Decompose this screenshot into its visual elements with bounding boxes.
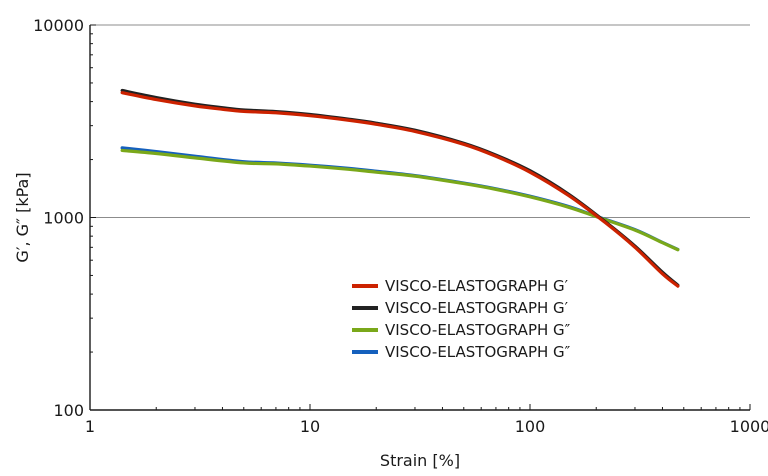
y-tick-label-10000: 10000 xyxy=(33,16,84,35)
tick-labels: 1 10 100 1000 100 1000 10000 xyxy=(33,16,768,436)
y-axis-title: G′, G″ [kPa] xyxy=(13,172,32,262)
series-line-2 xyxy=(120,88,680,287)
x-tick-label-1000: 1000 xyxy=(730,417,768,436)
x-tick-label-100: 100 xyxy=(515,417,546,436)
axes xyxy=(89,24,751,411)
series-line-4 xyxy=(120,146,680,252)
legend-label-2: VISCO-ELASTOGRAPH G′ xyxy=(385,299,569,317)
legend-label-3: VISCO-ELASTOGRAPH G″ xyxy=(385,321,571,339)
x-axis-title: Strain [%] xyxy=(380,451,460,470)
series-line-3 xyxy=(120,148,680,252)
series-lines xyxy=(120,88,680,288)
series-line-1 xyxy=(120,91,680,288)
legend-label-1: VISCO-ELASTOGRAPH G′ xyxy=(385,277,569,295)
y-tick-label-100: 100 xyxy=(53,401,84,420)
x-tick-label-1: 1 xyxy=(85,417,95,436)
legend-label-4: VISCO-ELASTOGRAPH G″ xyxy=(385,343,571,361)
y-tick-label-1000: 1000 xyxy=(43,209,84,228)
x-tick-label-10: 10 xyxy=(300,417,320,436)
legend: VISCO-ELASTOGRAPH G′ VISCO-ELASTOGRAPH G′… xyxy=(352,277,571,361)
